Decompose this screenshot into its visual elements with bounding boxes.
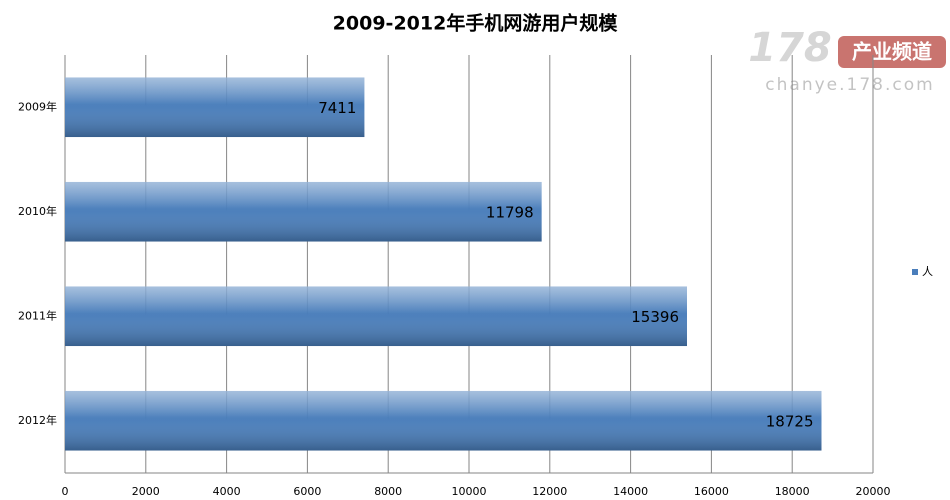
legend-label: 人: [922, 265, 933, 278]
x-tick-label: 2000: [132, 485, 160, 498]
legend-swatch: [912, 269, 918, 275]
bar-shading: [65, 390, 822, 451]
value-label: 15396: [631, 308, 679, 326]
watermark: 178 产业频道 chanye.178.com: [748, 25, 946, 95]
x-tick-label: 0: [62, 485, 69, 498]
x-tick-label: 18000: [775, 485, 810, 498]
y-tick-label: 2010年: [18, 204, 57, 218]
value-label: 11798: [486, 203, 534, 221]
value-label: 7411: [318, 99, 356, 117]
x-tick-label: 12000: [532, 485, 567, 498]
x-tick-label: 10000: [452, 485, 487, 498]
x-tick-label: 6000: [293, 485, 321, 498]
x-tick-label: 14000: [613, 485, 648, 498]
watermark-logo: 178: [748, 25, 832, 71]
chart-title: 2009-2012年手机网游用户规模: [333, 12, 619, 35]
watermark-label: 产业频道: [852, 40, 932, 64]
bar-shading: [65, 286, 687, 347]
bar-shading: [65, 181, 542, 242]
y-tick-label: 2009年: [18, 99, 57, 113]
value-label: 18725: [766, 412, 814, 430]
watermark-url: chanye.178.com: [765, 75, 934, 95]
x-tick-label: 20000: [856, 485, 891, 498]
watermark-badge: [838, 36, 946, 68]
bar-shading: [65, 77, 365, 138]
x-tick-label: 8000: [374, 485, 402, 498]
x-tick-label: 4000: [213, 485, 241, 498]
y-tick-label: 2012年: [18, 413, 57, 427]
x-tick-label: 16000: [694, 485, 729, 498]
y-tick-label: 2011年: [18, 308, 57, 322]
